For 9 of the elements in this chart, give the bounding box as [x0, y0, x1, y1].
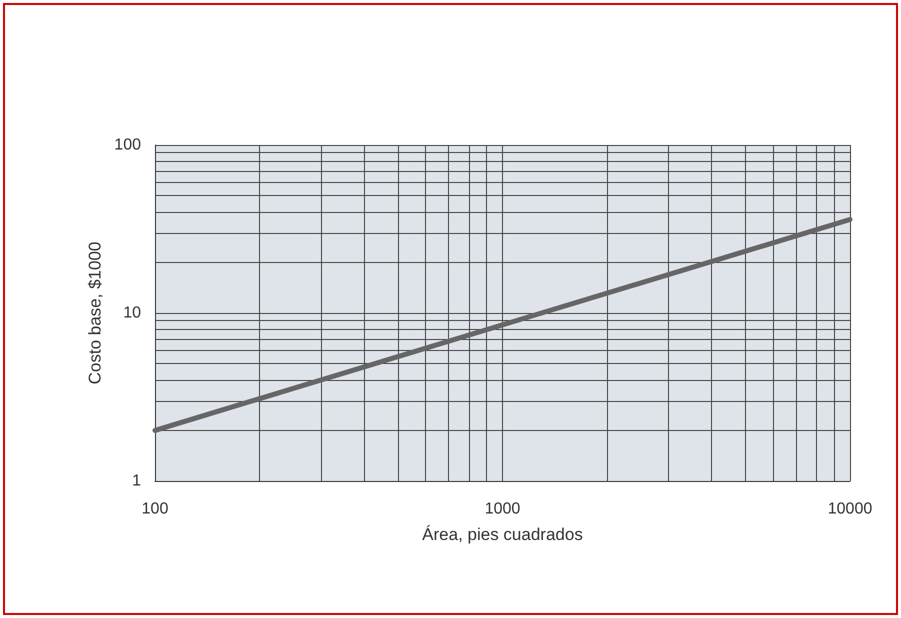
x-tick-label: 1000: [484, 500, 520, 518]
frame: Costo base, $1000 Área, pies cuadrados 1 10 100 100 1000 10000: [3, 3, 898, 615]
y-axis-title: Costo base, $1000: [85, 242, 104, 384]
y-tick-label: 1: [132, 472, 142, 490]
y-tick-label: 10: [123, 304, 142, 322]
x-axis-title: Área, pies cuadrados: [422, 525, 583, 544]
x-tick-label: 10000: [828, 500, 872, 518]
y-tick-label: 100: [114, 136, 142, 154]
x-tick-label: 100: [142, 500, 168, 518]
